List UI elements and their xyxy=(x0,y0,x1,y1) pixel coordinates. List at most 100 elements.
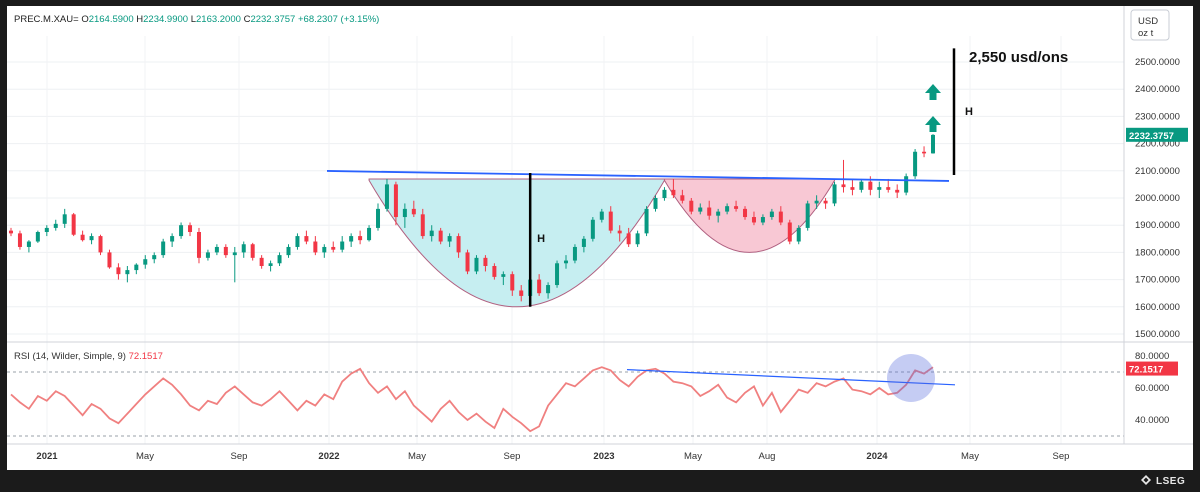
candle-body xyxy=(751,217,756,223)
candle-body xyxy=(555,263,560,286)
candle-body xyxy=(931,134,935,154)
candle-body xyxy=(537,279,542,294)
candle-body xyxy=(760,217,765,223)
candle-body xyxy=(80,234,85,241)
candle-body xyxy=(689,200,694,212)
candle-body xyxy=(671,189,676,196)
rsi-tick-label: 40.0000 xyxy=(1135,415,1169,426)
candle-body xyxy=(492,266,497,277)
change-value: +68.2307 (+3.15%) xyxy=(298,14,380,25)
candle-body xyxy=(913,151,918,177)
candle-body xyxy=(384,184,389,209)
candle-body xyxy=(501,274,506,277)
candle-body xyxy=(161,241,166,256)
close-label: C xyxy=(243,14,251,25)
rsi-highlight xyxy=(887,354,935,402)
candle-body xyxy=(107,252,112,268)
candle-body xyxy=(358,236,363,241)
candle-body xyxy=(805,203,810,228)
candle-body xyxy=(716,211,721,216)
high-value: 2234.9900 xyxy=(143,14,189,25)
candle-body xyxy=(850,187,855,190)
candle-body xyxy=(62,214,67,224)
low-label: L xyxy=(190,14,196,25)
candle-body xyxy=(170,236,175,242)
price-tick-label: 1600.0000 xyxy=(1135,302,1180,313)
rsi-panel xyxy=(7,354,1124,437)
candle-body xyxy=(214,246,219,253)
time-tick-label: May xyxy=(408,451,426,462)
cup-handle-shading xyxy=(368,178,836,308)
candle-body xyxy=(71,214,76,235)
candle-body xyxy=(259,257,264,266)
price-tick-label: 1500.0000 xyxy=(1135,329,1180,340)
price-tag-bg xyxy=(1126,127,1188,142)
candle-body xyxy=(367,227,372,241)
open-value: 2164.5900 xyxy=(88,14,134,25)
price-tick-label: 2400.0000 xyxy=(1135,84,1180,95)
candle-body xyxy=(868,181,873,190)
candle-body xyxy=(563,260,568,264)
target-label: 2,550 usd/ons xyxy=(969,49,1068,66)
time-tick-label: May xyxy=(961,451,979,462)
candle-body xyxy=(250,244,255,258)
rsi-tick-label: 80.0000 xyxy=(1135,351,1169,362)
candle-body xyxy=(886,187,891,190)
candle-body xyxy=(895,189,900,193)
cup-height-label: H xyxy=(537,233,545,245)
candle-body xyxy=(796,227,801,242)
target-height-label: H xyxy=(965,106,973,118)
candle-body xyxy=(44,227,49,232)
candle-body xyxy=(465,252,470,272)
candle-body xyxy=(734,206,739,209)
candle-body xyxy=(635,233,640,245)
candle-body xyxy=(205,252,210,258)
candle-body xyxy=(17,233,22,247)
candle-body xyxy=(769,211,774,218)
up-arrow-icon xyxy=(925,84,941,100)
price-tick-label: 1700.0000 xyxy=(1135,275,1180,286)
candle-body xyxy=(241,244,246,253)
candle-body xyxy=(644,208,649,234)
time-tick-label: May xyxy=(136,451,154,462)
candle-body xyxy=(277,255,282,264)
candle-body xyxy=(98,236,103,253)
candle-body xyxy=(420,214,425,237)
symbol-label: PREC.M.XAU= xyxy=(14,14,79,25)
candle-body xyxy=(143,259,148,265)
chart-axes: 2500.0000 2400.0000 2300.0000 2200.0000 2100… xyxy=(7,6,1193,462)
candle-body xyxy=(331,246,336,250)
candle-body xyxy=(608,211,613,231)
candle-body xyxy=(376,208,381,228)
candle-body xyxy=(438,230,443,242)
rsi-title: RSI (14, Wilder, Simple, 9) xyxy=(14,351,126,362)
handle-shading xyxy=(663,178,836,253)
candle-body xyxy=(322,246,327,253)
candle-body xyxy=(304,236,309,242)
candle-body xyxy=(152,255,157,260)
price-tick-label: 1800.0000 xyxy=(1135,247,1180,258)
candle-body xyxy=(823,200,828,204)
candle-body xyxy=(313,241,318,253)
candle-body xyxy=(832,184,837,204)
candle-body xyxy=(698,207,703,212)
time-tick-label: Sep xyxy=(1053,451,1070,462)
rsi-tag-bg xyxy=(1126,361,1178,376)
candle-body xyxy=(53,223,58,228)
lseg-logo-icon xyxy=(1140,474,1152,489)
close-value: 2232.3757 xyxy=(250,14,296,25)
candle-body xyxy=(546,285,551,294)
candle-body xyxy=(402,208,407,218)
rsi-legend: RSI (14, Wilder, Simple, 9) 72.1517 xyxy=(14,351,163,362)
candle-body xyxy=(447,236,452,242)
price-tag-label: 2232.3757 xyxy=(1129,131,1174,142)
candle-body xyxy=(268,263,273,266)
candle-body xyxy=(116,267,121,275)
price-chart[interactable]: 2500.0000 2400.0000 2300.0000 2200.0000 2100… xyxy=(7,6,1193,470)
candle-body xyxy=(456,236,461,253)
candlesticks xyxy=(9,134,935,302)
candle-body xyxy=(725,206,730,212)
candle-body xyxy=(179,225,184,237)
price-tick-label: 2300.0000 xyxy=(1135,111,1180,122)
time-tick-label: 2021 xyxy=(36,451,58,462)
